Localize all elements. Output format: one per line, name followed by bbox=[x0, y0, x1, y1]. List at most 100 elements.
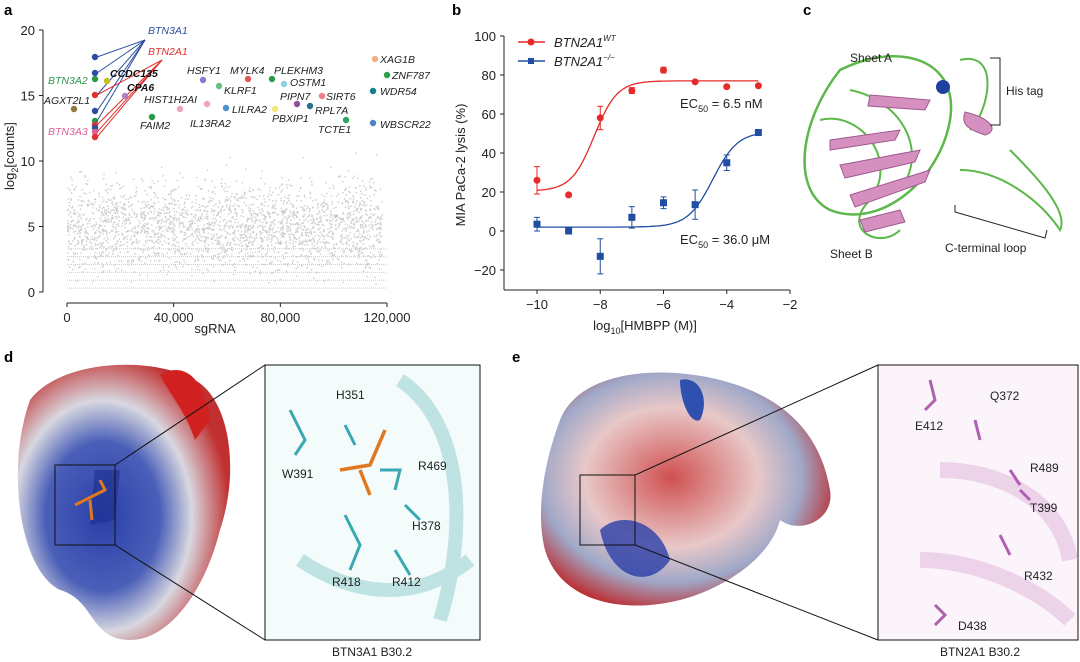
sgrna-point bbox=[283, 212, 285, 215]
sgrna-point bbox=[217, 224, 219, 226]
sgrna-point bbox=[78, 221, 80, 223]
sgrna-point bbox=[262, 228, 264, 230]
sgrna-point bbox=[176, 219, 178, 222]
sgrna-point bbox=[98, 224, 101, 226]
sgrna-point bbox=[174, 216, 176, 219]
sgrna-point bbox=[114, 196, 116, 199]
sgrna-point bbox=[335, 243, 338, 246]
sgrna-point bbox=[264, 225, 266, 228]
sgrna-point bbox=[355, 220, 358, 222]
sgrna-point bbox=[355, 216, 357, 219]
sgrna-point bbox=[329, 212, 331, 215]
sgrna-point bbox=[72, 224, 75, 227]
sgrna-point bbox=[303, 226, 306, 228]
sgrna-point bbox=[78, 232, 81, 234]
sgrna-point bbox=[342, 217, 344, 220]
sgrna-point bbox=[289, 230, 291, 232]
sgrna-point bbox=[245, 197, 247, 199]
sgrna-point bbox=[154, 216, 157, 219]
sgrna-point bbox=[249, 237, 251, 239]
sgrna-point bbox=[70, 198, 72, 200]
sgrna-point bbox=[293, 223, 295, 225]
sgrna-point bbox=[370, 227, 372, 229]
sgrna-point bbox=[349, 198, 351, 200]
sgrna-point bbox=[361, 223, 363, 226]
sgrna-point bbox=[302, 216, 305, 218]
sgrna-point bbox=[228, 244, 231, 246]
sgrna-point bbox=[128, 214, 131, 216]
sgrna-point bbox=[271, 239, 273, 241]
sgrna-point bbox=[229, 220, 232, 222]
sgrna-point bbox=[358, 257, 360, 259]
sgrna-point bbox=[178, 251, 180, 253]
sgrna-point bbox=[156, 197, 159, 199]
sgrna-point bbox=[364, 205, 366, 207]
sgrna-point bbox=[297, 227, 300, 229]
sgrna-point bbox=[250, 227, 253, 229]
sgrna-point bbox=[94, 257, 96, 259]
sgrna-point bbox=[99, 224, 101, 227]
sgrna-point bbox=[127, 229, 129, 232]
sgrna-point bbox=[67, 222, 69, 225]
gene-point bbox=[91, 69, 99, 77]
sgrna-point bbox=[327, 207, 329, 210]
sgrna-point bbox=[350, 249, 352, 251]
sgrna-point bbox=[181, 253, 183, 256]
sgrna-point bbox=[366, 214, 368, 216]
sgrna-point bbox=[373, 189, 376, 191]
sgrna-point bbox=[252, 266, 254, 268]
sgrna-point bbox=[263, 198, 265, 200]
sgrna-point bbox=[70, 176, 72, 178]
sgrna-point bbox=[270, 224, 273, 226]
sgrna-point bbox=[256, 198, 258, 201]
sgrna-point bbox=[229, 207, 231, 210]
sgrna-point bbox=[67, 225, 69, 227]
sgrna-point bbox=[220, 252, 223, 254]
sgrna-point bbox=[277, 227, 280, 229]
y-tick-label: 0 bbox=[489, 224, 496, 239]
sgrna-point bbox=[108, 232, 111, 234]
sgrna-point bbox=[295, 207, 298, 209]
panel-label-d: d bbox=[4, 349, 13, 366]
sgrna-point bbox=[159, 240, 162, 243]
sgrna-point bbox=[138, 257, 141, 259]
sgrna-point bbox=[288, 247, 290, 250]
sgrna-point bbox=[265, 239, 268, 241]
sgrna-point bbox=[375, 205, 378, 208]
y-tick-label: 5 bbox=[28, 220, 35, 235]
sgrna-point bbox=[187, 214, 189, 216]
sgrna-point bbox=[380, 216, 382, 218]
sgrna-point bbox=[287, 201, 289, 203]
sgrna-point bbox=[68, 234, 70, 236]
sgrna-point bbox=[286, 244, 288, 246]
sgrna-point bbox=[264, 183, 266, 185]
sgrna-point bbox=[244, 229, 246, 232]
sgrna-point bbox=[360, 203, 362, 205]
sgrna-point bbox=[377, 207, 379, 209]
sgrna-point bbox=[99, 234, 101, 237]
sgrna-point bbox=[263, 217, 266, 220]
sgrna-point bbox=[375, 239, 378, 242]
sgrna-point bbox=[144, 222, 146, 225]
sgrna-point bbox=[227, 213, 230, 215]
sgrna-point bbox=[93, 203, 95, 206]
sgrna-point bbox=[85, 183, 87, 185]
sgrna-point bbox=[379, 232, 381, 234]
sgrna-point bbox=[95, 257, 97, 259]
sgrna-point bbox=[133, 234, 136, 236]
sgrna-point bbox=[260, 203, 262, 206]
sgrna-point bbox=[304, 209, 306, 211]
sgrna-point bbox=[80, 252, 82, 254]
sgrna-point bbox=[112, 204, 114, 206]
sgrna-point bbox=[310, 232, 313, 234]
sgrna-point bbox=[142, 213, 144, 215]
sgrna-point bbox=[362, 231, 365, 233]
sgrna-point bbox=[125, 213, 127, 216]
sgrna-point bbox=[105, 209, 108, 212]
sgrna-point bbox=[298, 223, 300, 225]
sgrna-point bbox=[233, 239, 235, 242]
gene-label-ccdc135: CCDC135 bbox=[110, 68, 158, 80]
gene-point-hsfy1 bbox=[199, 76, 207, 84]
sgrna-point bbox=[223, 255, 225, 257]
sgrna-point bbox=[305, 218, 307, 221]
